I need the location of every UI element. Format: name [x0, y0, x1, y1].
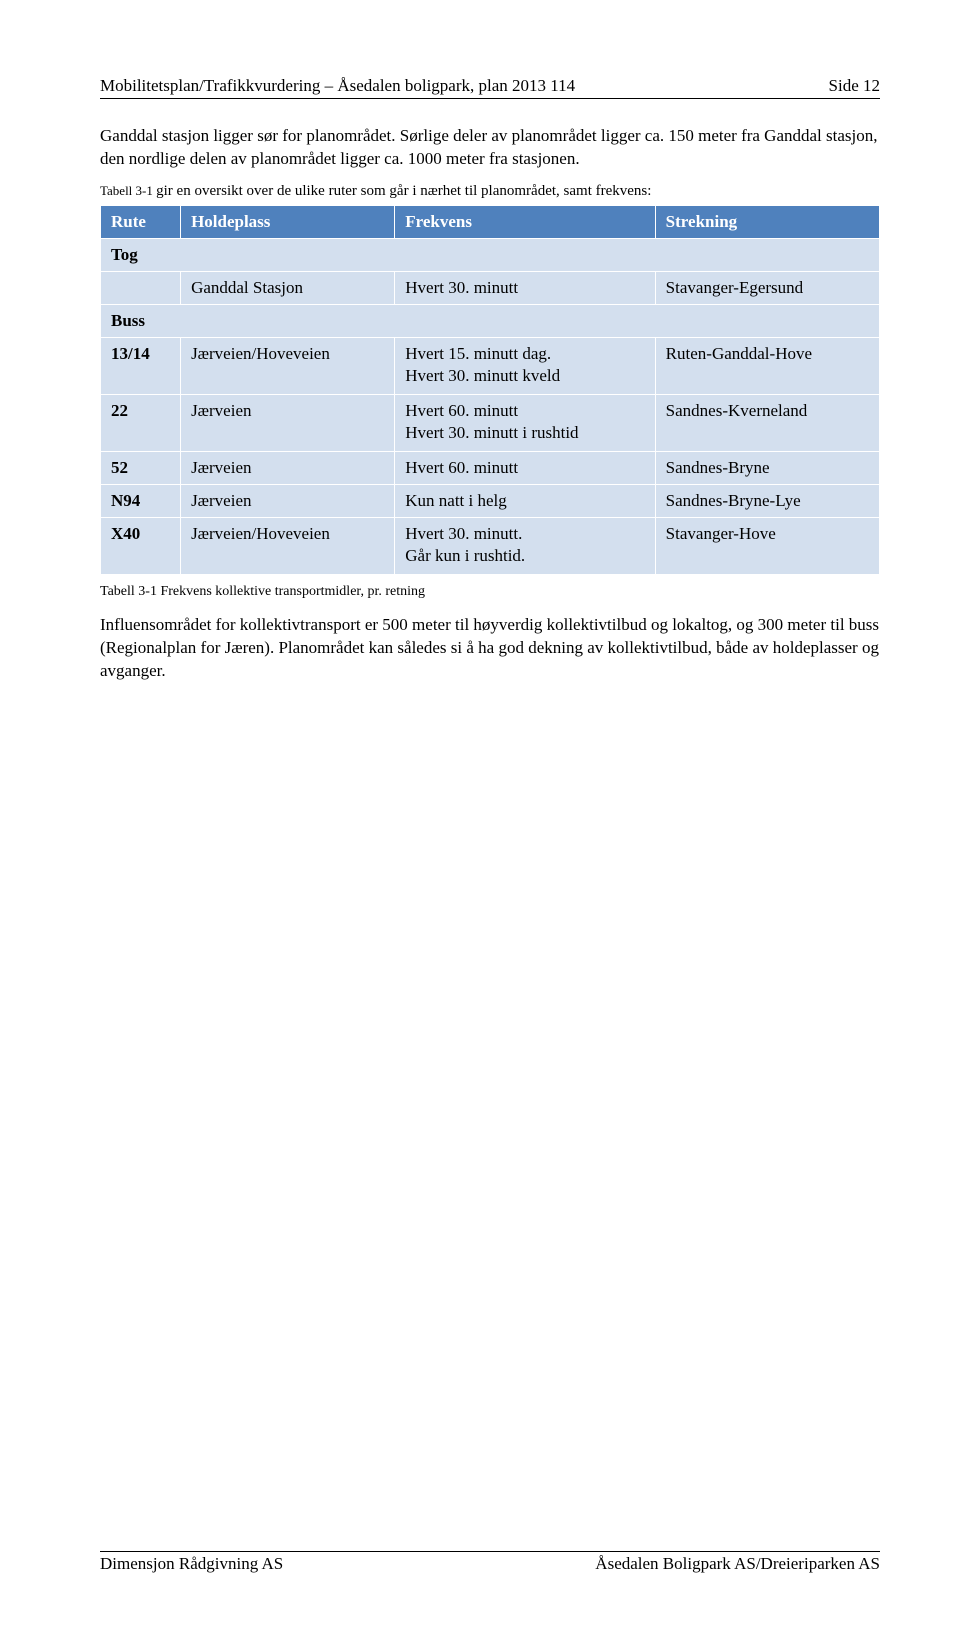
cell-rute: X40	[101, 518, 181, 575]
col-strekning: Strekning	[655, 206, 879, 239]
cell-rute: 52	[101, 452, 181, 485]
table-intro: Tabell 3-1 gir en oversikt over de ulike…	[100, 181, 880, 201]
footer-right: Åsedalen Boligpark AS/Dreieriparken AS	[595, 1554, 880, 1574]
section-buss-label: Buss	[101, 305, 880, 338]
cell-strekning: Stavanger-Egersund	[655, 272, 879, 305]
page-footer: Dimensjon Rådgivning AS Åsedalen Boligpa…	[100, 1551, 880, 1574]
cell-frekvens: Kun natt i helg	[395, 485, 655, 518]
footer-left: Dimensjon Rådgivning AS	[100, 1554, 283, 1574]
table-ref: Tabell 3-1	[100, 183, 156, 198]
cell-strekning: Sandnes-Kverneland	[655, 395, 879, 452]
freq-line: Hvert 30. minutt kveld	[405, 366, 644, 386]
table-caption: Tabell 3-1 Frekvens kollektive transport…	[100, 583, 880, 602]
section-tog-label: Tog	[101, 239, 880, 272]
freq-line: Hvert 60. minutt	[405, 401, 644, 421]
cell-rute: 13/14	[101, 338, 181, 395]
table-intro-text: gir en oversikt over de ulike ruter som …	[156, 183, 651, 199]
table-header-row: Rute Holdeplass Frekvens Strekning	[101, 206, 880, 239]
cell-frekvens: Hvert 60. minutt Hvert 30. minutt i rush…	[395, 395, 655, 452]
table-row: N94 Jærveien Kun natt i helg Sandnes-Bry…	[101, 485, 880, 518]
table-row: Ganddal Stasjon Hvert 30. minutt Stavang…	[101, 272, 880, 305]
cell-holdeplass: Jærveien	[181, 452, 395, 485]
cell-rute: N94	[101, 485, 181, 518]
section-buss: Buss	[101, 305, 880, 338]
table-row: 13/14 Jærveien/Hoveveien Hvert 15. minut…	[101, 338, 880, 395]
col-frekvens: Frekvens	[395, 206, 655, 239]
header-page-number: Side 12	[829, 76, 880, 96]
table-row: 52 Jærveien Hvert 60. minutt Sandnes-Bry…	[101, 452, 880, 485]
freq-line: Hvert 15. minutt dag.	[405, 344, 644, 364]
cell-rute	[101, 272, 181, 305]
cell-holdeplass: Ganddal Stasjon	[181, 272, 395, 305]
cell-rute: 22	[101, 395, 181, 452]
col-rute: Rute	[101, 206, 181, 239]
cell-holdeplass: Jærveien	[181, 395, 395, 452]
cell-holdeplass: Jærveien/Hoveveien	[181, 338, 395, 395]
cell-strekning: Stavanger-Hove	[655, 518, 879, 575]
table-row: 22 Jærveien Hvert 60. minutt Hvert 30. m…	[101, 395, 880, 452]
freq-line: Hvert 30. minutt i rushtid	[405, 423, 644, 443]
cell-frekvens: Hvert 60. minutt	[395, 452, 655, 485]
table-row: X40 Jærveien/Hoveveien Hvert 30. minutt.…	[101, 518, 880, 575]
freq-line: Hvert 30. minutt.	[405, 524, 644, 544]
cell-strekning: Sandnes-Bryne-Lye	[655, 485, 879, 518]
cell-frekvens: Hvert 15. minutt dag. Hvert 30. minutt k…	[395, 338, 655, 395]
intro-paragraph-1: Ganddal stasjon ligger sør for planområd…	[100, 125, 880, 171]
cell-strekning: Sandnes-Bryne	[655, 452, 879, 485]
col-holdeplass: Holdeplass	[181, 206, 395, 239]
section-tog: Tog	[101, 239, 880, 272]
freq-line: Går kun i rushtid.	[405, 546, 644, 566]
page-header: Mobilitetsplan/Trafikkvurdering – Åsedal…	[100, 76, 880, 99]
cell-holdeplass: Jærveien/Hoveveien	[181, 518, 395, 575]
header-title: Mobilitetsplan/Trafikkvurdering – Åsedal…	[100, 76, 575, 96]
body-paragraph: Influensområdet for kollektivtransport e…	[100, 614, 880, 683]
cell-frekvens: Hvert 30. minutt	[395, 272, 655, 305]
routes-table: Rute Holdeplass Frekvens Strekning Tog G…	[100, 205, 880, 575]
cell-holdeplass: Jærveien	[181, 485, 395, 518]
cell-frekvens: Hvert 30. minutt. Går kun i rushtid.	[395, 518, 655, 575]
cell-strekning: Ruten-Ganddal-Hove	[655, 338, 879, 395]
